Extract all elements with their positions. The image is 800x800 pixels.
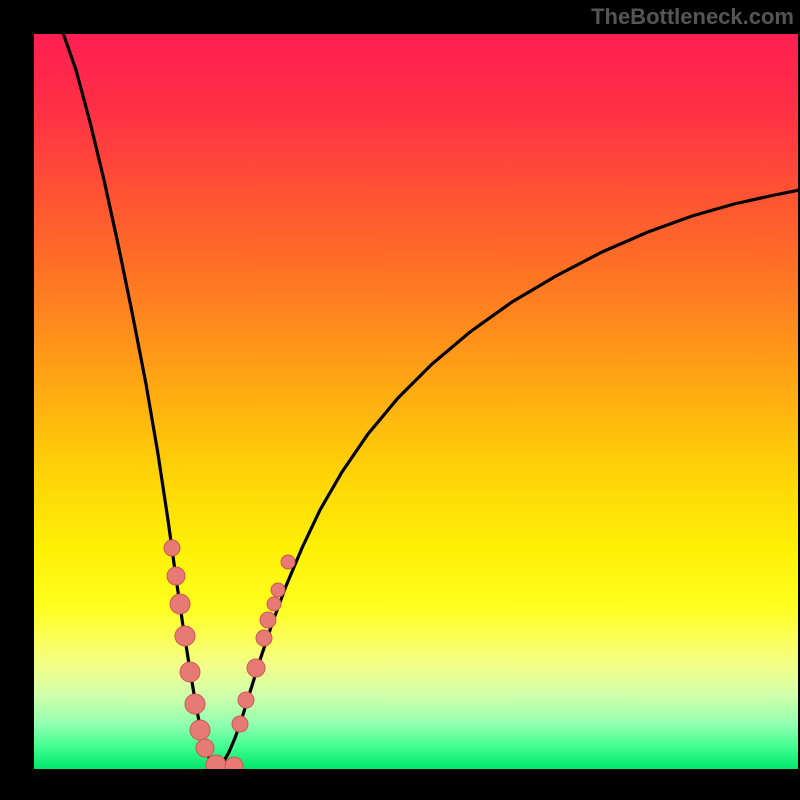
data-marker bbox=[196, 739, 214, 757]
data-marker bbox=[180, 662, 200, 682]
data-marker bbox=[185, 694, 205, 714]
data-marker bbox=[271, 583, 285, 597]
data-marker bbox=[167, 567, 185, 585]
data-marker bbox=[256, 630, 272, 646]
data-marker bbox=[190, 720, 210, 740]
data-marker bbox=[232, 716, 248, 732]
data-marker bbox=[170, 594, 190, 614]
data-marker bbox=[175, 626, 195, 646]
chart-svg bbox=[0, 0, 800, 800]
curve-left bbox=[62, 30, 217, 768]
data-marker bbox=[247, 659, 265, 677]
data-marker bbox=[225, 757, 243, 775]
watermark-text: TheBottleneck.com bbox=[591, 4, 794, 30]
data-marker bbox=[206, 755, 226, 775]
curve-right bbox=[217, 190, 799, 768]
chart-container: TheBottleneck.com bbox=[0, 0, 800, 800]
data-marker bbox=[260, 612, 276, 628]
data-marker bbox=[267, 597, 281, 611]
data-marker bbox=[238, 692, 254, 708]
data-marker bbox=[164, 540, 180, 556]
data-marker bbox=[281, 555, 295, 569]
